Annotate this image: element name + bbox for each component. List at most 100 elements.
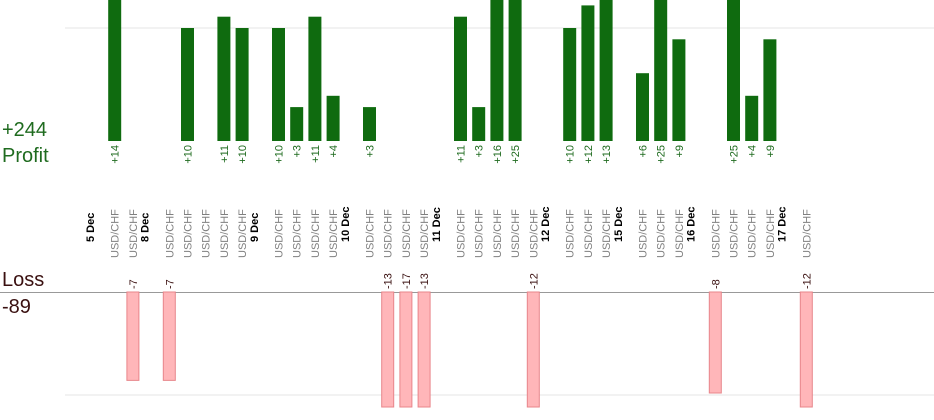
profit-value-label: +9 xyxy=(765,145,777,158)
date-label: 10 Dec xyxy=(340,207,352,242)
date-label: 8 Dec xyxy=(140,213,152,242)
profit-value-label: +3 xyxy=(474,145,486,158)
pair-label: USD/CHF xyxy=(765,209,777,258)
profit-value-label: +16 xyxy=(492,145,504,164)
pair-label: USD/CHF xyxy=(583,209,595,258)
pair-label: USD/CHF xyxy=(237,209,249,258)
pair-label: USD/CHF xyxy=(419,209,431,258)
profit-bar xyxy=(290,107,304,141)
profit-value-label: +10 xyxy=(565,145,577,164)
pair-label: USD/CHF xyxy=(474,209,486,258)
pair-label: USD/CHF xyxy=(274,209,286,258)
pair-label: USD/CHF xyxy=(729,209,741,258)
pair-label: USD/CHF xyxy=(565,209,577,258)
profit-label: Profit xyxy=(2,145,49,167)
pair-label: USD/CHF xyxy=(128,209,140,258)
loss-bar xyxy=(417,291,431,408)
pair-label: USD/CHF xyxy=(292,209,304,258)
profit-value-label: +3 xyxy=(365,145,377,158)
profit-bar xyxy=(654,0,668,141)
profit-bar xyxy=(763,39,777,141)
loss-value-label: -13 xyxy=(383,273,395,289)
pair-label: USD/CHF xyxy=(747,209,759,258)
loss-value-label: -12 xyxy=(801,273,813,289)
pair-label: USD/CHF xyxy=(801,209,813,258)
profit-value-label: +10 xyxy=(237,145,249,164)
pair-label: USD/CHF xyxy=(219,209,231,258)
profit-bars xyxy=(108,0,777,142)
pair-label: USD/CHF xyxy=(365,209,377,258)
loss-bar xyxy=(708,291,722,394)
profit-bar xyxy=(581,5,595,142)
profit-value-label: +4 xyxy=(328,145,340,158)
profit-value-label: +25 xyxy=(729,145,741,164)
profit-value-label: +11 xyxy=(219,145,231,163)
profit-value-label: +6 xyxy=(638,145,650,158)
profit-value-label: +4 xyxy=(747,145,759,158)
profit-bar xyxy=(490,0,504,141)
pair-label: USD/CHF xyxy=(510,209,522,258)
profit-bar xyxy=(308,16,322,142)
date-label: 9 Dec xyxy=(249,213,261,242)
loss-bar xyxy=(381,291,395,408)
profit-total: +244 xyxy=(2,119,48,141)
profit-bar xyxy=(508,0,522,141)
pair-label: USD/CHF xyxy=(310,209,322,258)
loss-bars xyxy=(126,291,813,408)
pair-label: USD/CHF xyxy=(383,209,395,258)
profit-bar xyxy=(235,28,249,141)
loss-bar xyxy=(162,291,176,381)
profit-bar xyxy=(745,95,759,141)
pair-label: USD/CHF xyxy=(601,209,613,258)
loss-bar xyxy=(526,291,540,408)
profit-value-label: +12 xyxy=(583,145,595,164)
pair-label: USD/CHF xyxy=(656,209,668,258)
profit-value-label: +25 xyxy=(510,145,522,164)
loss-bar xyxy=(399,291,413,408)
profit-value-label: +14 xyxy=(110,145,122,164)
profit-value-label: +9 xyxy=(674,145,686,158)
pair-label: USD/CHF xyxy=(110,209,122,258)
profit-bar xyxy=(363,107,376,141)
pair-label: USD/CHF xyxy=(183,209,195,258)
pair-label: USD/CHF xyxy=(638,209,650,258)
loss-value-label: -17 xyxy=(401,273,413,289)
loss-value-label: -8 xyxy=(710,279,722,289)
pair-label: USD/CHF xyxy=(456,209,468,258)
profit-bar xyxy=(672,39,686,141)
profit-bar xyxy=(454,16,467,142)
date-label: 17 Dec xyxy=(777,207,789,242)
loss-total: -89 xyxy=(2,296,31,318)
loss-value-label: -7 xyxy=(128,279,140,289)
profit-value-label: +25 xyxy=(656,145,668,164)
profit-value-label: +11 xyxy=(310,145,322,163)
date-label: 12 Dec xyxy=(540,207,552,242)
pair-label: USD/CHF xyxy=(674,209,686,258)
loss-value-label: -13 xyxy=(419,273,431,289)
loss-bar xyxy=(799,291,813,408)
pair-label: USD/CHF xyxy=(710,209,722,258)
date-label: 5 Dec xyxy=(85,213,97,242)
date-label: 16 Dec xyxy=(686,207,698,242)
date-label: 11 Dec xyxy=(431,207,443,242)
loss-value-label: -12 xyxy=(528,273,540,289)
pair-label: USD/CHF xyxy=(201,209,213,258)
profit-bar xyxy=(272,28,285,141)
profit-bar xyxy=(217,16,231,142)
loss-bar xyxy=(126,291,140,381)
profit-bar xyxy=(181,28,194,141)
date-label: 15 Dec xyxy=(613,207,625,242)
profit-value-label: +10 xyxy=(183,145,195,164)
profit-bar xyxy=(472,107,486,141)
pair-label: USD/CHF xyxy=(401,209,413,258)
profit-bar xyxy=(108,0,122,141)
pair-label: USD/CHF xyxy=(164,209,176,258)
profit-value-label: +11 xyxy=(456,145,468,163)
pair-label: USD/CHF xyxy=(328,209,340,258)
loss-label: Loss xyxy=(2,269,45,291)
profit-bar xyxy=(599,0,613,141)
profit-bar xyxy=(326,95,340,141)
pair-label: USD/CHF xyxy=(492,209,504,258)
